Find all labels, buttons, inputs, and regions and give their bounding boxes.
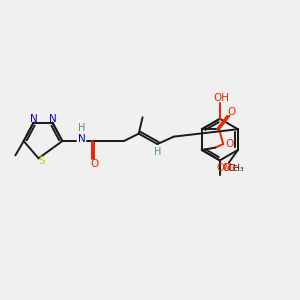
Text: O: O [225, 139, 233, 149]
Text: N: N [30, 114, 38, 124]
Text: N: N [49, 114, 56, 124]
Text: CH₃: CH₃ [227, 164, 244, 173]
Text: N: N [78, 134, 86, 144]
Text: H: H [154, 147, 161, 158]
Text: O: O [228, 107, 236, 117]
Text: O: O [90, 159, 98, 169]
Text: O: O [222, 164, 231, 173]
Text: H: H [78, 123, 85, 133]
Text: S: S [39, 156, 45, 166]
Text: OMe: OMe [216, 164, 238, 173]
Text: OH: OH [213, 93, 229, 103]
